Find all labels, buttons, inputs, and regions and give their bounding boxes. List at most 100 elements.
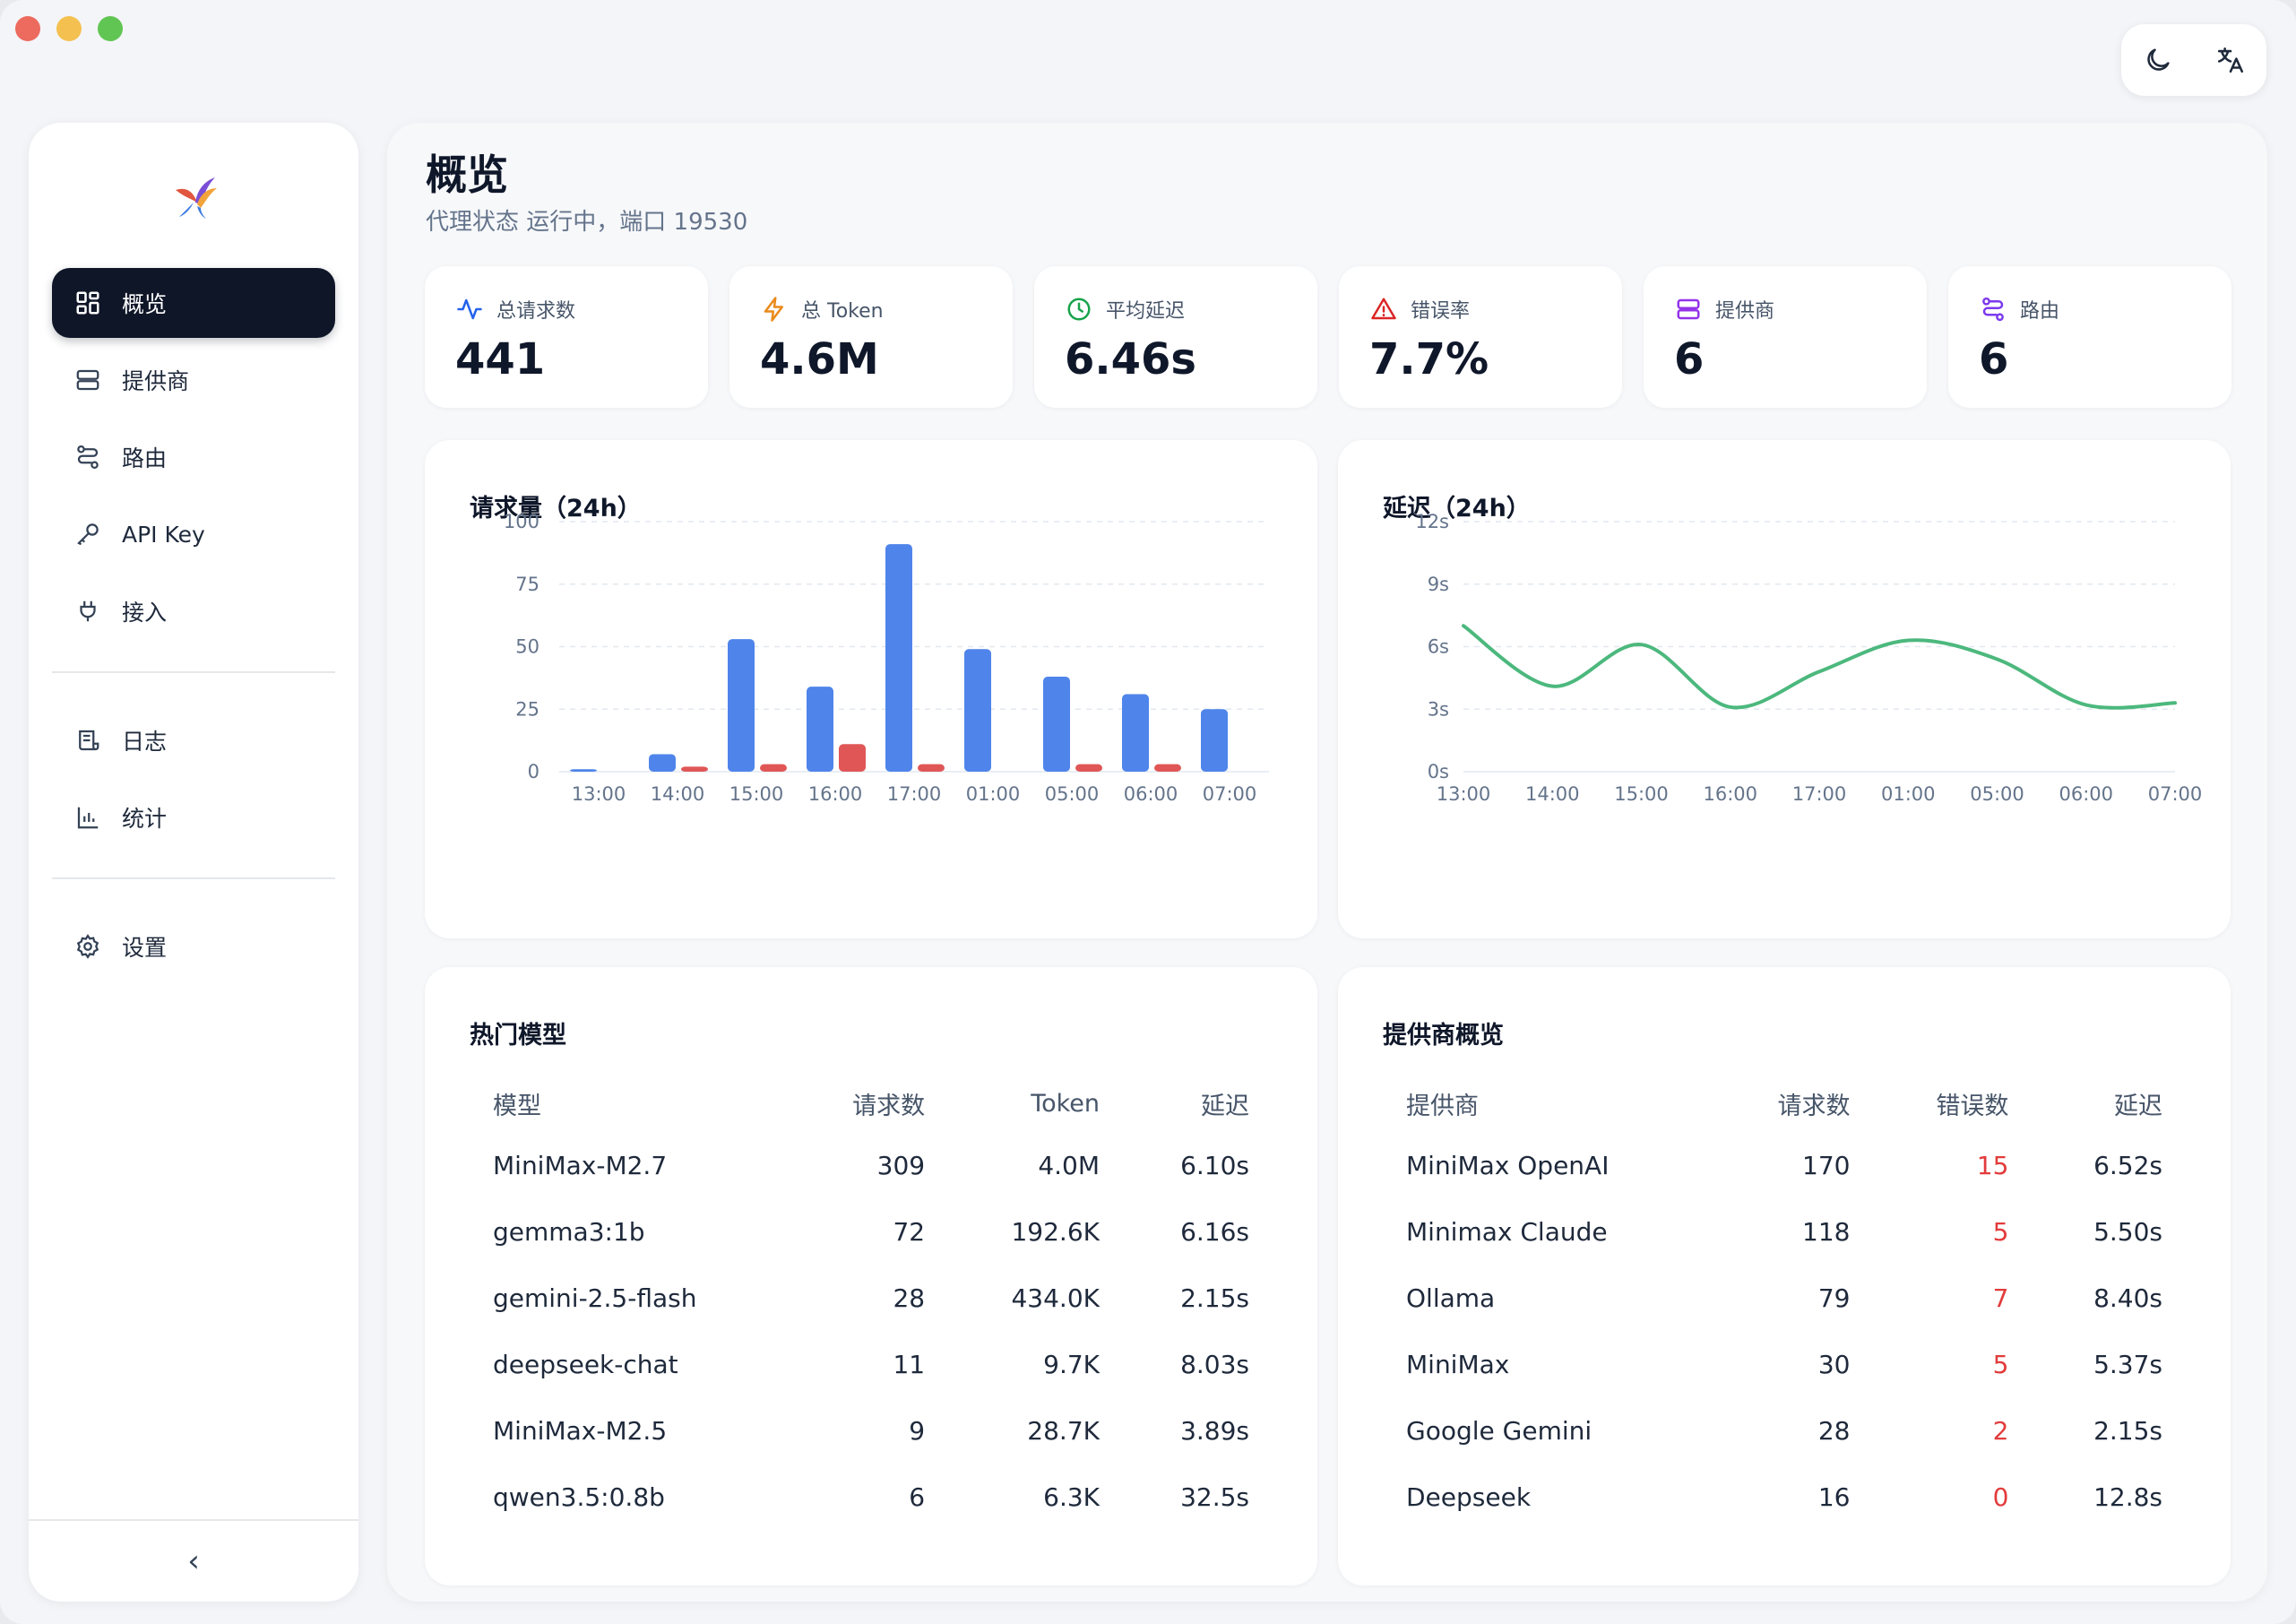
zoom-window-button[interactable] (98, 16, 123, 41)
column-header: 错误数 (1936, 1092, 2009, 1120)
table-header-row: 提供商 请求数 错误数 延迟 (1383, 1075, 2186, 1132)
sidebar-item-api-key[interactable]: API Key (52, 499, 335, 569)
x-tick-label: 01:00 (1881, 783, 1936, 805)
sidebar-item-label: 日志 (122, 729, 168, 755)
close-window-button[interactable] (15, 16, 40, 41)
sidebar-item-providers[interactable]: 提供商 (52, 345, 335, 415)
app-logo (176, 177, 217, 219)
stat-card-error-rate: 错误率 7.7% (1339, 266, 1622, 408)
minimize-window-button[interactable] (56, 16, 82, 41)
column-header: 延迟 (2114, 1092, 2162, 1120)
column-header: Token (1031, 1089, 1101, 1118)
sidebar-item-settings[interactable]: 设置 (52, 911, 335, 981)
model-name: deepseek-chat (493, 1349, 678, 1379)
sidebar-item-logs[interactable]: 日志 (52, 705, 335, 775)
sidebar-item-routes[interactable]: 路由 (52, 422, 335, 492)
sidebar-item-access[interactable]: 接入 (52, 576, 335, 646)
provider-name: MiniMax (1406, 1349, 1510, 1379)
error-bar (1154, 764, 1181, 772)
language-toggle-button[interactable] (2205, 35, 2256, 85)
table-row[interactable]: deepseek-chat 11 9.7K 8.03s (470, 1331, 1273, 1397)
server-icon (73, 366, 102, 394)
main-panel: 概览 代理状态 运行中，端口 19530 总请求数 441 总 Token 4.… (387, 123, 2267, 1602)
request-count: 30 (1817, 1349, 1851, 1379)
table-row[interactable]: Deepseek 16 0 12.8s (1383, 1464, 2186, 1530)
popular-models-title: 热门模型 (470, 1022, 566, 1050)
latency: 6.16s (1180, 1216, 1249, 1247)
provider-overview-card: 提供商概览 提供商 请求数 错误数 延迟 MiniMax OpenAI 170 15… (1338, 967, 2231, 1585)
stat-card-total-token: 总 Token 4.6M (729, 266, 1013, 408)
table-row[interactable]: MiniMax 30 5 5.37s (1383, 1331, 2186, 1397)
table-row[interactable]: Google Gemini 28 2 2.15s (1383, 1397, 2186, 1464)
table-row[interactable]: Ollama 79 7 8.40s (1383, 1265, 2186, 1331)
token-count: 28.7K (1027, 1415, 1101, 1446)
sidebar-item-label: 概览 (122, 291, 168, 317)
sidebar-item-label: 设置 (122, 935, 168, 961)
error-bar (681, 766, 708, 772)
latency: 3.89s (1180, 1415, 1249, 1446)
sidebar-item-label: 接入 (122, 600, 168, 626)
stat-label: 提供商 (1715, 300, 1775, 323)
sidebar-item-overview[interactable]: 概览 (52, 268, 335, 338)
plug-icon (73, 597, 102, 626)
sidebar: 概览 提供商 路由 API Key (29, 123, 358, 1602)
y-tick-label: 6s (1428, 636, 1449, 658)
stat-card-routes: 路由 6 (1948, 266, 2231, 408)
request-count: 170 (1802, 1150, 1851, 1180)
error-count: 2 (1992, 1415, 2009, 1446)
table-row[interactable]: gemini-2.5-flash 28 434.0K 2.15s (470, 1265, 1273, 1331)
table-row[interactable]: Minimax Claude 118 5 5.50s (1383, 1198, 2186, 1265)
column-header: 请求数 (852, 1092, 926, 1120)
column-header: 提供商 (1406, 1092, 1479, 1120)
model-name: MiniMax-M2.5 (493, 1415, 668, 1446)
provider-overview-title: 提供商概览 (1383, 1022, 1504, 1050)
model-name: qwen3.5:0.8b (493, 1481, 665, 1512)
latency: 8.40s (2093, 1283, 2162, 1313)
x-tick-label: 17:00 (1792, 783, 1847, 805)
sidebar-item-stats[interactable]: 统计 (52, 782, 335, 852)
sidebar-collapse-button[interactable]: ‹ (29, 1519, 358, 1602)
token-count: 192.6K (1011, 1216, 1101, 1247)
table-row[interactable]: qwen3.5:0.8b 6 6.3K 32.5s (470, 1464, 1273, 1530)
stat-value: 7.7% (1369, 334, 1489, 384)
request-count: 79 (1817, 1283, 1851, 1313)
providers-table: 提供商 请求数 错误数 延迟 MiniMax OpenAI 170 15 6.52s … (1383, 1075, 2186, 1530)
provider-name: Minimax Claude (1406, 1216, 1608, 1247)
stat-label: 总 Token (801, 300, 884, 323)
requests-bar-chart: 0 25 50 75 100 13:00 14:00 15:00 16:00 17:00 01:00… (504, 511, 1269, 805)
provider-name: Deepseek (1406, 1481, 1532, 1512)
error-bar (839, 744, 866, 772)
column-header: 请求数 (1777, 1092, 1851, 1120)
stat-value: 6 (1979, 334, 2009, 384)
route-icon (1979, 295, 2007, 324)
clock-icon (1065, 295, 1093, 324)
table-row[interactable]: MiniMax-M2.7 309 4.0M 6.10s (470, 1132, 1273, 1198)
request-bar (728, 639, 755, 772)
requests-chart-title: 请求量（24h） (470, 495, 642, 523)
moon-icon (2146, 48, 2170, 71)
latency: 6.10s (1180, 1150, 1249, 1180)
column-header: 模型 (493, 1092, 541, 1120)
error-bar (760, 764, 787, 772)
table-row[interactable]: gemma3:1b 72 192.6K 6.16s (470, 1198, 1273, 1265)
request-bar (964, 649, 991, 772)
sidebar-item-label: API Key (122, 521, 205, 548)
latency-chart-card: 延迟（24h） 0s 3s 6s 9s 12s 13:00 14:00 15:00 16:00 1… (1338, 440, 2231, 938)
latency-line (1462, 624, 2177, 710)
latency: 12.8s (2093, 1481, 2162, 1512)
error-bar (918, 764, 945, 772)
top-actions (2121, 24, 2266, 96)
theme-toggle-button[interactable] (2133, 35, 2183, 85)
y-tick-label: 0s (1428, 761, 1449, 782)
table-row[interactable]: MiniMax-M2.5 9 28.7K 3.89s (470, 1397, 1273, 1464)
request-count: 72 (893, 1216, 926, 1247)
request-count: 9 (909, 1415, 926, 1446)
lightning-icon (760, 295, 789, 324)
nav-divider (52, 671, 335, 673)
table-row[interactable]: MiniMax OpenAI 170 15 6.52s (1383, 1132, 2186, 1198)
y-tick-label: 3s (1428, 698, 1449, 720)
x-tick-label: 15:00 (1614, 783, 1669, 805)
y-tick-label: 9s (1428, 574, 1449, 595)
translate-icon (2217, 47, 2243, 73)
